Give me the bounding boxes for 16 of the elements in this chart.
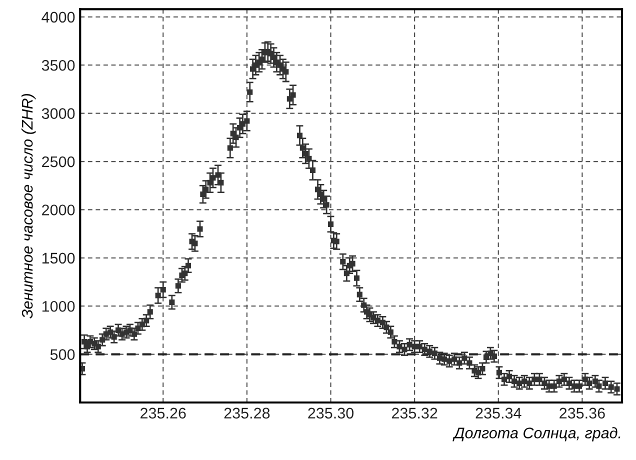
x-tick-label: 235.32 (392, 408, 438, 419)
x-tick-label: 235.34 (476, 408, 522, 419)
x-tick-label: 235.28 (224, 408, 270, 419)
y-axis-title: Зенитное часовое число (ZHR) (21, 94, 36, 318)
y-tick-label: 500 (50, 349, 75, 360)
y-tick-label: 2500 (42, 156, 75, 168)
y-tick-label: 2000 (42, 204, 75, 216)
x-tick-label: 235.30 (308, 408, 354, 419)
x-axis-title: Долгота Солнца, град. (452, 427, 620, 442)
y-tick-label: 3500 (42, 60, 75, 71)
x-tick-label: 235.26 (140, 408, 186, 419)
y-tick-label: 3000 (42, 108, 75, 119)
y-tick-label: 1500 (42, 252, 75, 264)
y-tick-label: 4000 (42, 12, 75, 23)
x-tick-label: 235.36 (560, 408, 605, 419)
y-tick-label: 1000 (42, 300, 75, 312)
